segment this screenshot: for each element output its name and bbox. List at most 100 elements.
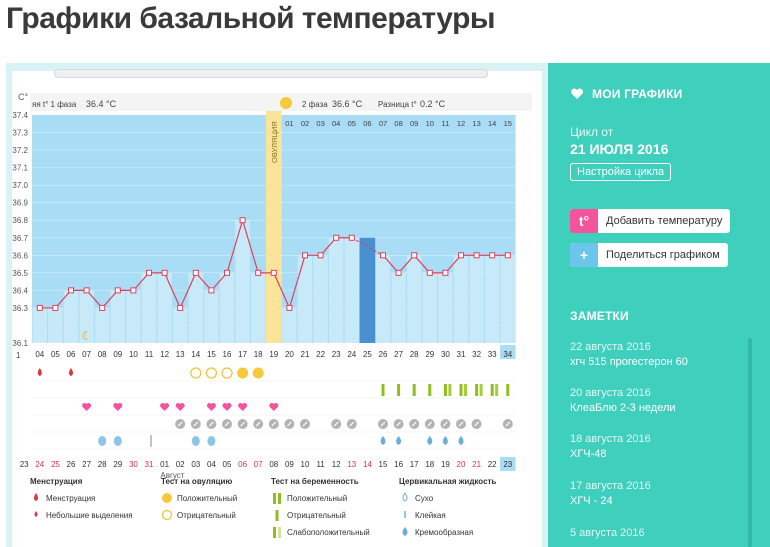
cycle-day-label: 21 [301,350,310,359]
heart-icon [175,403,185,411]
cycle-day-label: 18 [254,350,263,359]
temperature-point [473,252,480,259]
chart-horizontal-scrollbar[interactable] [54,69,488,78]
cycle-day-label: 05 [51,350,60,359]
cycle-day-label: 09 [113,350,122,359]
note-marker-icon [333,421,339,427]
legend-item-label: Положительный [287,494,347,503]
temp-bar [219,272,235,343]
notes-heading: ЗАМЕТКИ [570,309,629,323]
faint-line-icon [278,527,281,538]
legend-item-label: Отрицательный [177,511,236,520]
note-item[interactable]: 5 августа 2016 [570,527,645,542]
calendar-date-label: 03 [191,460,200,469]
cycle-day-label: 1 [16,351,21,360]
note-date: 18 августа 2016 [570,433,651,445]
legend-item-label: Отрицательный [287,511,346,520]
temperature-point [302,252,308,259]
temp-bar [422,272,438,343]
cycle-day-label: 06 [67,350,76,359]
cycle-day-label: 08 [98,350,107,359]
y-tick-label: 37.1 [12,164,28,173]
cervical-fluid-icon [380,436,386,445]
note-item[interactable]: 17 августа 2016 ХГЧ - 24 [570,480,651,507]
note-item[interactable]: 22 августа 2016 хгч 515 прогестерон 60 [570,341,688,368]
cervical-fluid-icon [113,436,122,446]
y-tick-label: 37.4 [12,111,28,120]
page-title: Графики базальной температуры [6,2,496,35]
y-tick-label: 37.2 [12,146,28,155]
calendar-date-label: 24 [35,460,44,469]
calendar-date-label: 01 [160,460,169,469]
calendar-date-label: 22 [488,460,497,469]
temp-bar [297,255,313,343]
add-temperature-label: Добавить температуру [606,215,723,227]
calendar-date-label: 30 [129,460,138,469]
calendar-date-label: 17 [410,460,419,469]
cervical-fluid-icon [458,436,464,445]
heart-icon [269,403,279,411]
double-line-icon [273,493,276,504]
phase2-label: 2 фаза [302,100,328,109]
note-marker-icon [427,421,433,427]
temp-bar [157,272,172,343]
cycle-day-label: 23 [332,350,341,359]
temperature-point [99,304,106,311]
sidebar-scrollbar[interactable] [748,338,752,547]
temp-bar [172,307,188,343]
cycle-day-label: 27 [394,350,403,359]
temp-bar [375,255,391,343]
cycle-day-label: 30 [441,350,450,359]
y-tick-label: 36.9 [12,199,28,208]
faint-line-icon [273,527,276,538]
temperature-point [442,269,449,276]
temperature-point [52,304,59,311]
note-marker-icon [442,421,448,427]
cervical-fluid-icon [191,436,200,446]
pregnancy-test-positive-icon [475,384,479,396]
temp-bar [204,290,219,343]
calendar-date-label: 08 [269,460,278,469]
cycle-day-label: 13 [176,350,185,359]
y-tick-label: 36.1 [12,339,28,348]
note-marker-icon [271,421,277,427]
cycle-day-label: 12 [160,350,169,359]
current-date-highlight [500,457,516,471]
heart-icon [222,403,232,411]
temperature-point [239,217,246,224]
temp-bar [438,272,453,343]
y-tick-label: 36.5 [12,269,28,278]
my-charts-link[interactable]: МОИ ГРАФИКИ [570,87,682,101]
pregnancy-test-positive-icon [443,384,447,396]
cycle-settings-button[interactable]: Настройка цикла [570,163,672,181]
top-day-label: 06 [363,119,371,128]
share-chart-button[interactable]: + Поделиться графиком [570,243,728,267]
heart-icon [206,403,216,411]
temp-bar [406,255,422,343]
note-item[interactable]: 20 августа 2016 КлеаБлю 2-3 недели [570,387,676,414]
legend-title: Тест на беременность [271,477,359,486]
share-chart-label: Поделиться графиком [606,249,720,261]
y-axis-unit: C° [18,92,28,102]
note-text: хгч 515 прогестерон 60 [570,356,688,368]
heart-icon [82,402,92,411]
temperature-point [395,269,402,276]
note-item[interactable]: 18 августа 2016 ХГЧ-48 [570,433,651,460]
cycle-day-label: 31 [457,350,466,359]
temperature-point [83,287,90,294]
calendar-date-label: 29 [113,460,122,469]
calendar-date-label: 20 [457,460,466,469]
add-temperature-button[interactable]: t° Добавить температуру [570,209,731,233]
y-tick-label: 37.0 [12,181,28,190]
cycle-day-label: 32 [472,350,481,359]
legend-item-label: Менструация [46,494,95,503]
cycle-day-label: 19 [269,350,278,359]
cycle-day-label: 07 [82,350,91,359]
cycle-day-label: 10 [129,350,138,359]
temperature-point [192,269,199,276]
note-text: ХГЧ-48 [570,448,607,460]
pregnancy-test-positive-icon [412,384,416,396]
calendar-date-label: 07 [254,460,263,469]
cycle-day-label: 22 [316,350,325,359]
cycle-day-label: 33 [488,350,497,359]
